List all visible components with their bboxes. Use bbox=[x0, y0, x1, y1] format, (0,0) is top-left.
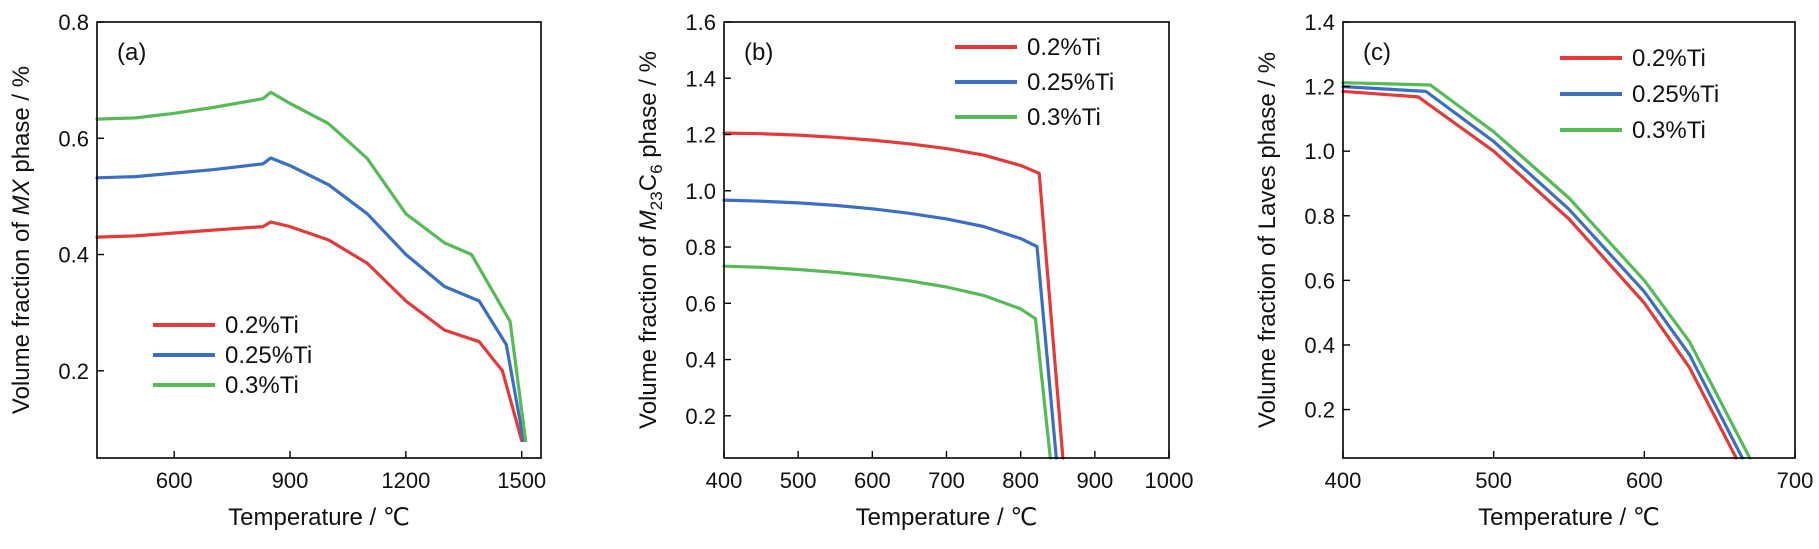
y-tick-label-2-4: 1.0 bbox=[1304, 139, 1335, 164]
y-tick-label-1-4: 1.0 bbox=[685, 179, 716, 204]
y-tick-label-2-5: 1.2 bbox=[1304, 75, 1335, 100]
x-axis-label-0: Temperature / ℃ bbox=[228, 504, 410, 531]
y-tick-label-2-0: 0.2 bbox=[1304, 398, 1335, 423]
x-axis-label-1: Temperature / ℃ bbox=[856, 504, 1038, 531]
plot-frame-2 bbox=[1342, 21, 1796, 459]
x-tick-label-0-0: 600 bbox=[156, 468, 193, 493]
y-tick-label-1-5: 1.2 bbox=[685, 123, 716, 148]
y-tick-label-0-3: 0.8 bbox=[58, 10, 89, 35]
x-tick-label-1-6: 1000 bbox=[1145, 468, 1194, 493]
y-axis-label-1: Volume fraction of M23C6 phase / % bbox=[635, 51, 666, 429]
x-tick-label-0-2: 1200 bbox=[381, 468, 430, 493]
panel-label-2: (c) bbox=[1363, 39, 1391, 66]
x-tick-label-2-2: 600 bbox=[1626, 468, 1663, 493]
y-tick-label-1-1: 0.4 bbox=[685, 348, 716, 373]
legend-label-2-1: 0.25%Ti bbox=[1632, 81, 1719, 108]
x-tick-label-1-0: 400 bbox=[706, 468, 743, 493]
x-tick-label-1-4: 800 bbox=[1002, 468, 1039, 493]
series-line-1-1 bbox=[722, 198, 1058, 460]
y-tick-label-1-0: 0.2 bbox=[685, 404, 716, 429]
series-line-2-2 bbox=[1341, 81, 1752, 460]
chart-panel-0: 600 900 1200 1500 0.2 0.4 0.6 0.8 Temperature / … bbox=[8, 10, 546, 531]
series-line-2-1 bbox=[1341, 85, 1744, 460]
y-tick-label-1-3: 0.8 bbox=[685, 235, 716, 260]
x-tick-label-0-1: 900 bbox=[272, 468, 309, 493]
x-axis-label-2: Temperature / ℃ bbox=[1478, 504, 1660, 531]
legend-label-2-0: 0.2%Ti bbox=[1632, 45, 1706, 72]
legend-label-0-1: 0.25%Ti bbox=[225, 342, 312, 369]
y-axis-label-0: Volume fraction of MX phase / % bbox=[8, 66, 35, 414]
series-line-0-2 bbox=[95, 90, 528, 443]
y-tick-label-1-6: 1.4 bbox=[685, 66, 716, 91]
legend-label-0-2: 0.3%Ti bbox=[225, 372, 299, 399]
x-tick-label-2-0: 400 bbox=[1325, 468, 1362, 493]
series-line-2-0 bbox=[1341, 89, 1738, 460]
x-tick-label-1-3: 700 bbox=[928, 468, 965, 493]
series-line-1-2 bbox=[722, 264, 1052, 460]
panel-label-0: (a) bbox=[117, 39, 146, 66]
series-line-0-0 bbox=[95, 220, 524, 443]
y-tick-label-2-2: 0.6 bbox=[1304, 268, 1335, 293]
y-tick-label-0-0: 0.2 bbox=[58, 359, 89, 384]
panel-label-1: (b) bbox=[744, 39, 773, 66]
y-tick-label-2-3: 0.8 bbox=[1304, 204, 1335, 229]
legend-label-1-1: 0.25%Ti bbox=[1027, 69, 1114, 96]
y-tick-label-1-7: 1.6 bbox=[685, 10, 716, 35]
chart-panel-1: 400 500 600 700 800 900 1000 0.2 0.4 0.6 0.8 1.0 1.2… bbox=[635, 10, 1193, 531]
x-tick-label-1-1: 500 bbox=[780, 468, 817, 493]
x-tick-label-1-2: 600 bbox=[854, 468, 891, 493]
legend-2: 0.2%Ti 0.25%Ti 0.3%Ti bbox=[1560, 45, 1719, 144]
legend-0: 0.2%Ti 0.25%Ti 0.3%Ti bbox=[153, 312, 312, 399]
y-tick-label-0-2: 0.6 bbox=[58, 126, 89, 151]
y-tick-label-1-2: 0.6 bbox=[685, 291, 716, 316]
series-line-1-0 bbox=[722, 131, 1065, 460]
y-tick-label-2-6: 1.4 bbox=[1304, 10, 1335, 35]
legend-label-0-0: 0.2%Ti bbox=[225, 312, 299, 339]
y-axis-label-2: Volume fraction of Laves phase / % bbox=[1254, 52, 1281, 428]
x-tick-label-1-5: 900 bbox=[1076, 468, 1113, 493]
y-tick-label-2-1: 0.4 bbox=[1304, 333, 1335, 358]
legend-label-1-0: 0.2%Ti bbox=[1027, 34, 1101, 61]
legend-label-2-2: 0.3%Ti bbox=[1632, 117, 1706, 144]
series-line-0-1 bbox=[95, 156, 526, 443]
x-tick-label-2-3: 700 bbox=[1777, 468, 1814, 493]
x-tick-label-2-1: 500 bbox=[1475, 468, 1512, 493]
x-tick-label-0-3: 1500 bbox=[497, 468, 546, 493]
legend-1: 0.2%Ti 0.25%Ti 0.3%Ti bbox=[955, 34, 1114, 131]
y-tick-label-0-1: 0.4 bbox=[58, 243, 89, 268]
chart-panel-2: 400 500 600 700 0.2 0.4 0.6 0.8 1.0 1.2 1.4 Tempera… bbox=[1254, 10, 1813, 531]
legend-label-1-2: 0.3%Ti bbox=[1027, 104, 1101, 131]
plot-frame-0 bbox=[96, 21, 542, 459]
